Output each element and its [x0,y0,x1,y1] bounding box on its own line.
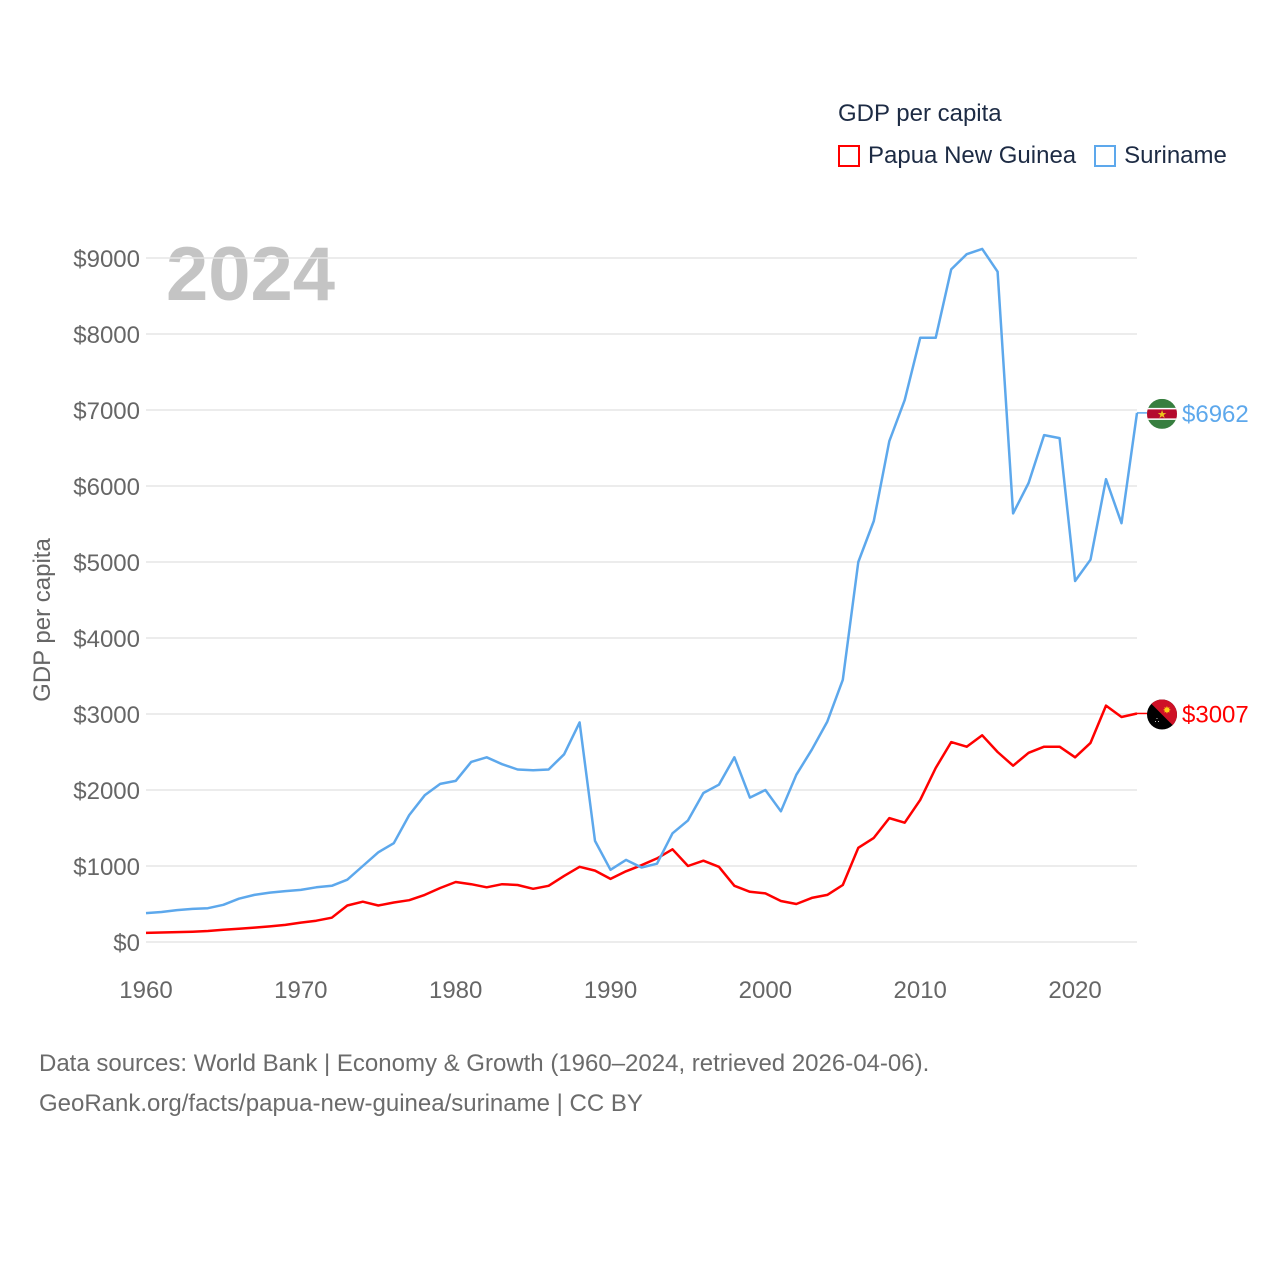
legend-label: Papua New Guinea [868,142,1077,169]
y-tick-label: $5000 [73,550,140,577]
footer: Data sources: World Bank | Economy & Gro… [39,1044,929,1124]
year-watermark: 2024 [166,232,335,317]
y-tick-label: $7000 [73,398,140,425]
y-tick-label: $0 [113,930,140,957]
y-tick-label: $3000 [73,702,140,729]
x-tick-label: 2020 [1048,977,1101,1004]
x-tick-label: 1980 [429,977,482,1004]
y-axis-label: GDP per capita [29,538,56,702]
legend-swatch [1094,145,1117,167]
series-line-papua-new-guinea [145,704,1138,935]
end-value-label: $3007 [1182,701,1249,728]
x-tick-label: 2000 [739,977,792,1004]
data-source-text: Data sources: World Bank | Economy & Gro… [39,1050,930,1077]
y-tick-label: $6000 [73,474,140,501]
legend-swatch [838,145,860,167]
svg-text:∴: ∴ [1155,717,1160,724]
x-tick-label: 1960 [119,977,172,1004]
x-tick-label: 1970 [274,977,327,1004]
end-value-label: $6962 [1182,401,1249,428]
y-tick-label: $2000 [73,778,140,805]
svg-text:✸: ✸ [1163,705,1171,716]
svg-text:★: ★ [1157,409,1167,421]
series-line-suriname [145,247,1139,915]
y-tick-label: $8000 [73,322,140,349]
suriname-flag-icon: ★ [1147,398,1177,429]
x-tick-label: 2010 [894,977,947,1004]
y-tick-label: $4000 [73,626,140,653]
source-link[interactable]: GeoRank.org/facts/papua-new-guinea/surin… [39,1090,643,1117]
y-tick-label: $1000 [73,854,140,881]
legend-title: GDP per capita [838,100,1002,127]
legend-item-suriname[interactable]: Suriname [1094,142,1227,170]
y-tick-label: $9000 [73,246,140,273]
legend: Papua New Guinea Suriname [838,142,1245,170]
papua-new-guinea-flag-icon: ✸∴ [1147,699,1177,730]
x-tick-label: 1990 [584,977,637,1004]
legend-label: Suriname [1124,142,1227,169]
legend-item-papua-new-guinea[interactable]: Papua New Guinea [838,142,1076,170]
